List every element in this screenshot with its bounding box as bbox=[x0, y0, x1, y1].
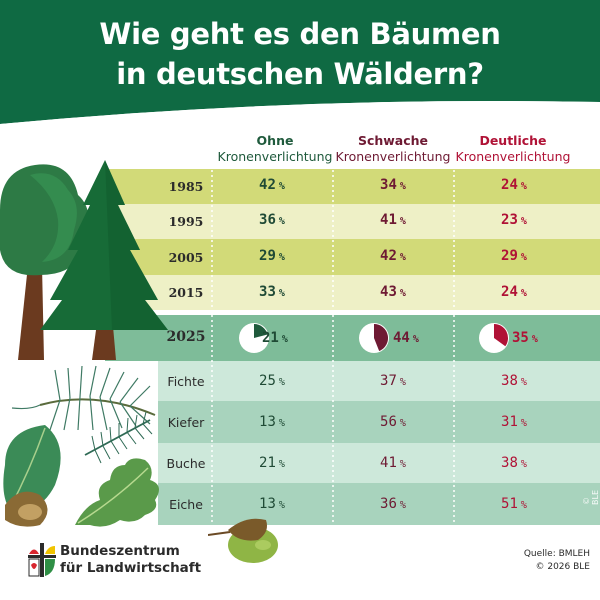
column-header-schwache: Schwache Kronenverlichtung bbox=[335, 133, 451, 164]
value-fichte-deutliche: 38% bbox=[501, 373, 527, 389]
value-2025-ohne: 21% bbox=[262, 330, 288, 346]
value-2015-deutliche: 24% bbox=[501, 284, 527, 300]
leaves-illustration bbox=[3, 365, 159, 527]
value-2005-deutliche: 29% bbox=[501, 248, 527, 264]
year-label-2005: 2005 bbox=[168, 250, 204, 265]
watermark: © BLE bbox=[582, 490, 600, 505]
value-2025-schwache: 44% bbox=[393, 330, 419, 346]
value-1985-ohne: 42% bbox=[259, 177, 285, 193]
value-2005-ohne: 29% bbox=[259, 248, 285, 264]
value-buche-schwache: 41% bbox=[380, 455, 406, 471]
value-1995-schwache: 41% bbox=[380, 212, 406, 228]
pie-slice-ohne bbox=[254, 324, 268, 338]
year-label-1995: 1995 bbox=[168, 214, 204, 229]
header-background bbox=[0, 0, 600, 130]
species-label-buche: Buche bbox=[166, 456, 206, 471]
value-kiefer-ohne: 13% bbox=[259, 414, 285, 430]
value-1985-schwache: 34% bbox=[380, 177, 406, 193]
ble-logo-text: Bundeszentrum für Landwirtschaft bbox=[60, 543, 202, 576]
column-header-ohne: Ohne Kronenverlichtung bbox=[217, 133, 333, 164]
species-label-kiefer: Kiefer bbox=[167, 415, 205, 430]
value-fichte-schwache: 37% bbox=[380, 373, 406, 389]
source-note: Quelle: BMLEH © 2026 BLE bbox=[523, 549, 590, 572]
year-label-2015: 2015 bbox=[168, 285, 204, 300]
value-eiche-deutliche: 51% bbox=[501, 496, 527, 512]
value-kiefer-schwache: 56% bbox=[380, 414, 406, 430]
value-kiefer-deutliche: 31% bbox=[501, 414, 527, 430]
pie-slice-deutliche bbox=[494, 324, 509, 347]
column-header-deutliche: Deutliche Kronenverlichtung bbox=[455, 133, 571, 164]
pie-2025-deutliche bbox=[479, 323, 509, 353]
value-1995-ohne: 36% bbox=[259, 212, 285, 228]
value-1995-deutliche: 23% bbox=[501, 212, 527, 228]
year-label-2025: 2025 bbox=[166, 329, 206, 345]
value-2015-ohne: 33% bbox=[259, 284, 285, 300]
value-fichte-ohne: 25% bbox=[259, 373, 285, 389]
year-label-1985: 1985 bbox=[168, 179, 204, 194]
value-buche-deutliche: 38% bbox=[501, 455, 527, 471]
value-2015-schwache: 43% bbox=[380, 284, 406, 300]
species-label-fichte: Fichte bbox=[167, 374, 205, 389]
species-label-eiche: Eiche bbox=[169, 497, 203, 512]
pie-slice-schwache bbox=[374, 324, 389, 352]
ble-logo-icon bbox=[28, 543, 56, 577]
value-2005-schwache: 42% bbox=[380, 248, 406, 264]
pie-2025-ohne bbox=[239, 323, 269, 353]
value-eiche-schwache: 36% bbox=[380, 496, 406, 512]
value-2025-deutliche: 35% bbox=[512, 330, 538, 346]
value-buche-ohne: 21% bbox=[259, 455, 285, 471]
pie-2025-schwache bbox=[359, 323, 389, 353]
value-eiche-ohne: 13% bbox=[259, 496, 285, 512]
acorn-illustration bbox=[208, 518, 278, 563]
trees-illustration bbox=[0, 160, 168, 360]
value-1985-deutliche: 24% bbox=[501, 177, 527, 193]
page-title: Wie geht es den Bäumen in deutschen Wäld… bbox=[99, 17, 501, 91]
